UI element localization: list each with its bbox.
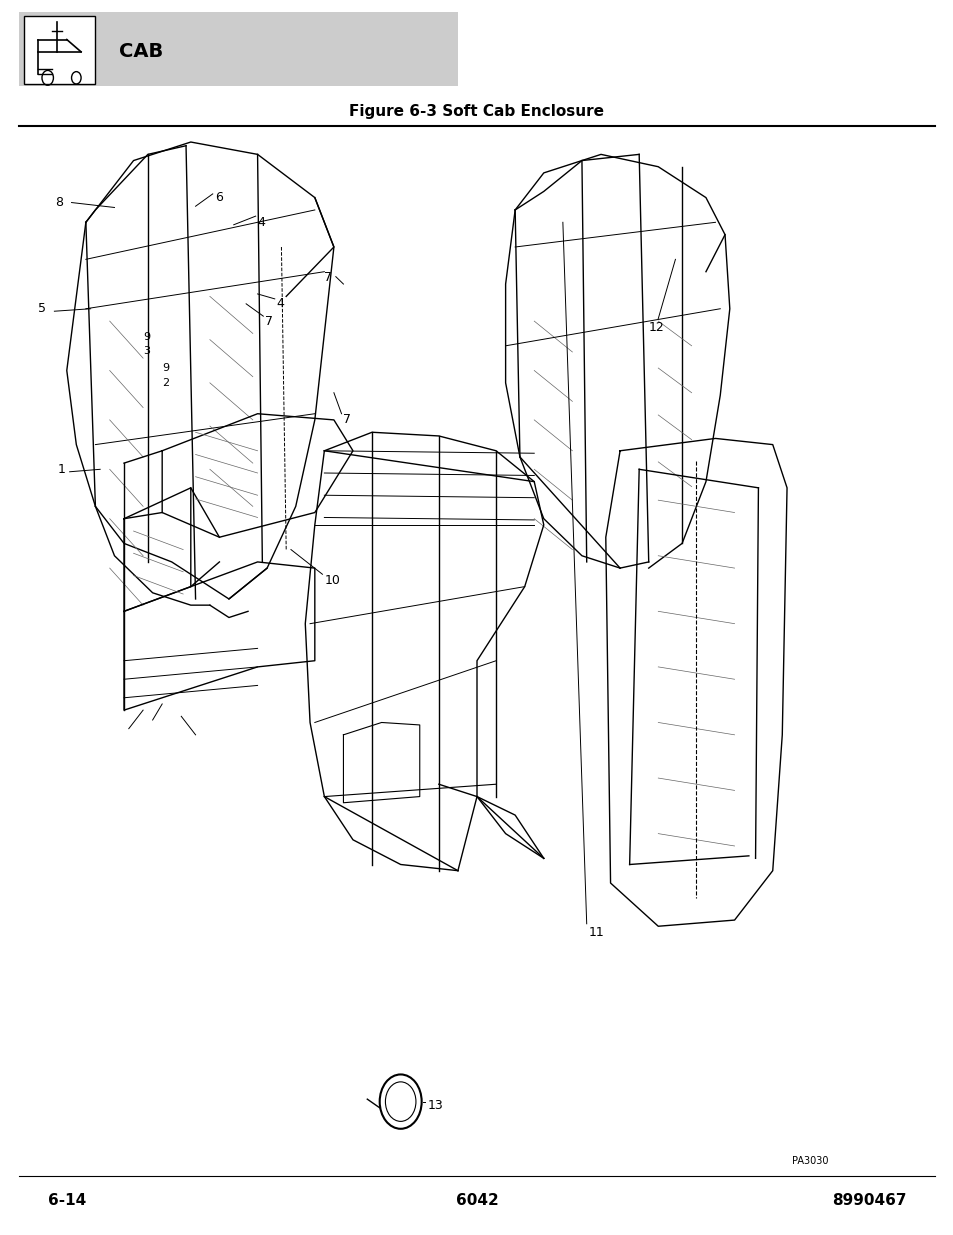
Text: 12: 12 (648, 321, 664, 333)
Text: PA3030: PA3030 (791, 1156, 827, 1166)
Text: Figure 6-3 Soft Cab Enclosure: Figure 6-3 Soft Cab Enclosure (349, 104, 604, 119)
Bar (19, 12, 457, 86)
Text: 5: 5 (38, 303, 46, 315)
Text: 8990467: 8990467 (831, 1193, 905, 1208)
Text: 1: 1 (57, 463, 65, 475)
Text: 6042: 6042 (456, 1193, 497, 1208)
Text: CAB: CAB (119, 42, 163, 62)
Text: 6: 6 (214, 191, 222, 204)
Text: 11: 11 (588, 926, 604, 939)
Text: 2: 2 (162, 378, 169, 388)
Text: 4: 4 (276, 298, 284, 310)
Text: 4: 4 (257, 216, 265, 228)
Text: 7: 7 (324, 272, 332, 284)
Text: 9: 9 (162, 363, 169, 373)
Bar (24, 16, 95, 84)
Text: 8: 8 (55, 196, 63, 209)
Text: 3: 3 (143, 346, 150, 356)
Text: 6-14: 6-14 (48, 1193, 86, 1208)
Text: 9: 9 (143, 332, 150, 342)
Text: 13: 13 (427, 1099, 443, 1112)
Text: 7: 7 (265, 315, 273, 327)
Text: 10: 10 (324, 574, 340, 587)
Text: 7: 7 (343, 414, 351, 426)
